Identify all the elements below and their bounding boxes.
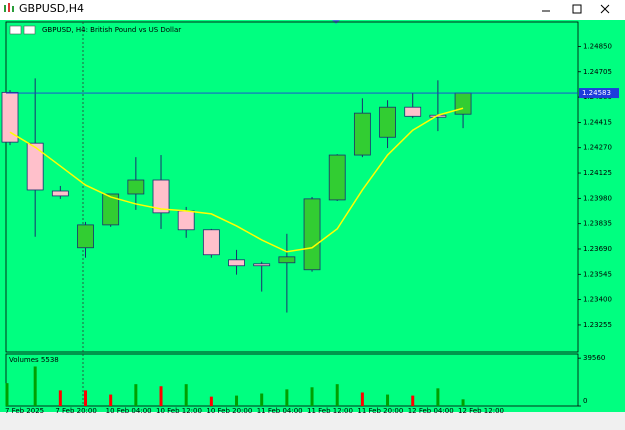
volume-plot-frame — [5, 353, 579, 407]
volume-bar — [33, 366, 37, 406]
candle-body — [202, 229, 220, 256]
volume-bar — [184, 384, 188, 406]
volume-bar — [260, 393, 264, 406]
candle-body — [404, 106, 422, 117]
main-plot-frame — [5, 21, 579, 353]
x-tick-label: 7 Feb 20:00 — [55, 407, 96, 415]
x-tick-label: 11 Feb 12:00 — [307, 407, 353, 415]
x-tick-label: 12 Feb 04:00 — [408, 407, 454, 415]
volume-bar — [84, 390, 88, 406]
volume-bar — [461, 399, 465, 406]
y-tick-label: 1.23980 — [583, 194, 612, 202]
volume-bar — [411, 395, 415, 406]
y-tick-label: 1.24850 — [583, 42, 612, 50]
close-button[interactable] — [600, 4, 610, 14]
y-tick-label: 1.23400 — [583, 296, 612, 304]
volume-bar — [159, 386, 163, 406]
y-tick-label: 1.24270 — [583, 144, 612, 152]
y-tick-label: 0 — [583, 397, 587, 405]
volume-bar — [285, 389, 289, 406]
volume-bar — [109, 394, 113, 406]
candle-body — [26, 142, 44, 191]
candle-body — [454, 92, 472, 115]
status-bar — [0, 412, 625, 430]
y-tick-label: 1.24125 — [583, 169, 612, 177]
x-tick-label: 10 Feb 12:00 — [156, 407, 202, 415]
chart-icons — [9, 25, 36, 35]
candle-body — [102, 193, 120, 226]
volume-bar — [360, 392, 364, 406]
x-tick-label: 10 Feb 20:00 — [206, 407, 252, 415]
candle-body — [253, 263, 271, 267]
volume-bar — [58, 390, 62, 406]
candle-body — [77, 224, 94, 249]
current-price-box — [579, 88, 619, 99]
volume-bar — [134, 384, 138, 406]
y-tick-label: 1.23690 — [583, 245, 612, 253]
y-tick-label: 39560 — [583, 354, 605, 362]
candle-body — [177, 210, 195, 231]
candle-body — [152, 179, 170, 214]
volume-bar — [335, 384, 339, 406]
candle-body — [328, 154, 346, 201]
y-tick-label: 1.23255 — [583, 321, 612, 329]
volume-header: Volumes 5538 — [9, 356, 59, 364]
candle-body — [228, 259, 245, 267]
candle-body — [51, 190, 69, 197]
y-tick-label: 1.24415 — [583, 118, 612, 126]
candle-body — [127, 179, 145, 195]
y-tick-label: 1.24705 — [583, 68, 612, 76]
volume-bar — [235, 395, 239, 406]
candle-body — [379, 106, 396, 138]
candle-body — [303, 198, 321, 271]
maximize-button[interactable] — [572, 4, 582, 14]
volume-bar — [310, 387, 314, 406]
candle-body — [1, 91, 19, 143]
current-price-label: 1.24583 — [582, 89, 611, 97]
volume-bar — [436, 388, 440, 406]
volume-bar — [209, 396, 213, 406]
x-tick-label: 7 Feb 2025 — [5, 407, 44, 415]
y-tick-label: 1.23545 — [583, 270, 612, 278]
chart-header: GBPUSD, H4: British Pound vs US Dollar — [42, 26, 181, 34]
moving-average — [9, 107, 464, 253]
x-tick-label: 12 Feb 12:00 — [458, 407, 504, 415]
y-tick-label: 1.23835 — [583, 220, 612, 228]
volume-bar — [5, 383, 9, 406]
candle-body — [353, 112, 371, 156]
title-icon — [4, 3, 14, 12]
volume-bar — [386, 394, 390, 406]
x-tick-label: 11 Feb 20:00 — [357, 407, 403, 415]
candle-body — [278, 256, 296, 264]
x-tick-label: 11 Feb 04:00 — [257, 407, 303, 415]
window-title: GBPUSD,H4 — [19, 2, 84, 15]
x-tick-label: 10 Feb 04:00 — [106, 407, 152, 415]
